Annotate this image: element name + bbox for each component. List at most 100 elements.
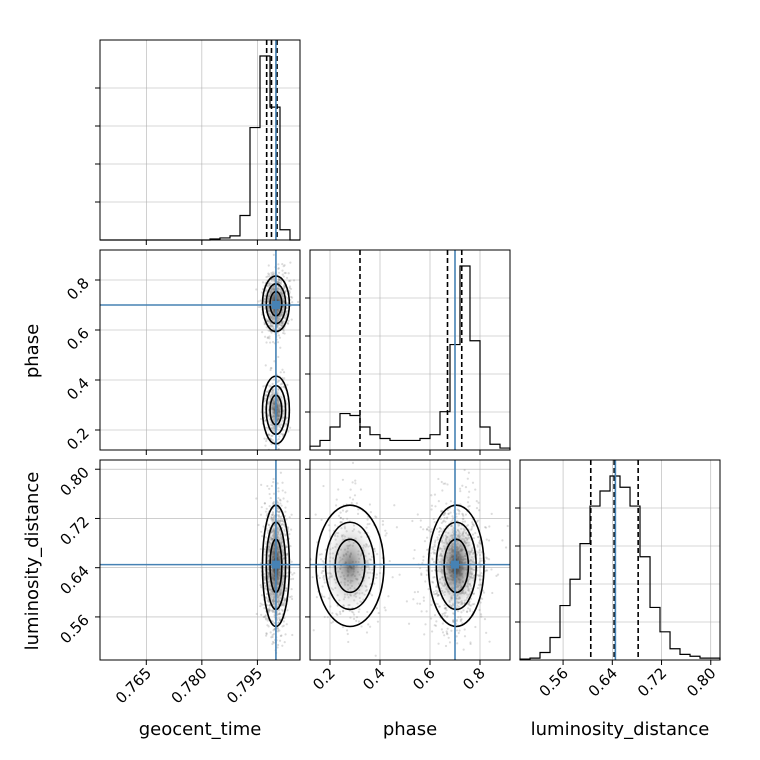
sample-point: [270, 324, 274, 327]
sample-point: [435, 592, 438, 595]
sample-point: [280, 432, 284, 436]
sample-point: [284, 598, 287, 601]
sample-point: [433, 545, 437, 548]
sample-point: [276, 507, 279, 510]
sample-point: [272, 378, 276, 381]
sample-point: [463, 468, 466, 472]
sample-point: [268, 505, 271, 508]
sample-point: [337, 488, 340, 491]
sample-point: [459, 618, 462, 621]
sample-point: [293, 571, 296, 575]
sample-point: [442, 513, 445, 517]
sample-point: [281, 522, 284, 526]
sample-point: [412, 557, 415, 560]
sample-point: [262, 615, 265, 619]
sample-point: [270, 513, 273, 516]
sample-point: [320, 571, 323, 575]
sample-point: [264, 617, 267, 620]
sample-point: [277, 454, 279, 456]
sample-point: [288, 285, 292, 288]
sample-point: [279, 278, 282, 281]
sample-point: [421, 561, 424, 565]
sample-point: [461, 484, 464, 487]
sample-point: [260, 594, 263, 597]
sample-point: [268, 492, 271, 496]
sample-point: [374, 654, 377, 657]
sample-point: [479, 542, 482, 545]
sample-point: [266, 619, 269, 622]
sample-point: [391, 576, 394, 579]
sample-point: [286, 565, 289, 569]
sample-point: [283, 264, 286, 267]
sample-point: [424, 580, 427, 583]
sample-point: [425, 569, 428, 572]
sample-point: [468, 504, 471, 508]
sample-point: [267, 523, 270, 526]
sample-point: [278, 611, 281, 615]
sample-point: [437, 477, 440, 481]
sample-point: [268, 606, 271, 610]
sample-point: [255, 288, 258, 291]
sample-point: [433, 493, 437, 496]
x-axis-label-luminosity-distance: luminosity_distance: [531, 719, 710, 740]
sample-point: [432, 551, 435, 554]
sample-point: [280, 324, 283, 327]
sample-point: [467, 471, 470, 474]
sample-point: [420, 573, 423, 577]
sample-point: [272, 253, 275, 256]
sample-point: [269, 324, 272, 327]
sample-point: [270, 434, 273, 438]
sample-point: [280, 608, 284, 611]
sample-point: [384, 609, 387, 612]
sample-point: [288, 516, 291, 519]
sample-point: [446, 615, 449, 618]
sample-point: [273, 278, 276, 282]
sample-point: [284, 633, 287, 636]
sample-point: [278, 327, 282, 330]
sample-point: [284, 510, 287, 513]
sample-point: [446, 483, 449, 486]
sample-point: [376, 620, 380, 623]
sample-point: [282, 603, 285, 606]
sample-point: [283, 600, 286, 603]
sample-point: [285, 623, 288, 626]
sample-point: [471, 522, 474, 526]
sample-point: [278, 498, 282, 501]
sample-point: [265, 618, 268, 621]
sample-point: [259, 584, 262, 587]
sample-point: [284, 271, 287, 275]
sample-point: [268, 608, 271, 612]
sample-point: [264, 444, 267, 447]
sample-point: [384, 534, 387, 537]
sample-point: [281, 324, 284, 327]
sample-point: [263, 502, 266, 505]
sample-point: [257, 523, 260, 527]
y-tick-label-luminosity_distance-1: 0.64: [56, 562, 92, 598]
sample-point: [272, 325, 275, 328]
sample-point: [479, 565, 482, 568]
sample-point: [455, 512, 458, 516]
sample-point: [255, 612, 258, 616]
sample-point: [277, 497, 280, 500]
sample-point: [283, 601, 286, 605]
sample-point: [283, 332, 286, 335]
sample-point: [268, 324, 272, 327]
sample-point: [280, 634, 283, 637]
sample-point: [457, 509, 460, 512]
sample-point: [478, 560, 482, 563]
sample-point: [285, 518, 288, 521]
sample-point: [266, 484, 269, 488]
sample-point: [270, 331, 273, 334]
sample-point: [263, 416, 266, 419]
contour-1: [435, 521, 477, 611]
sample-point: [464, 486, 468, 489]
sample-point: [430, 603, 433, 606]
sample-point: [255, 497, 258, 500]
sample-point: [466, 501, 470, 504]
sample-point: [478, 553, 482, 557]
truth-marker: [271, 301, 280, 309]
sample-point: [476, 545, 479, 548]
sample-point: [483, 618, 487, 621]
sample-point: [261, 287, 265, 291]
sample-point: [272, 500, 275, 504]
